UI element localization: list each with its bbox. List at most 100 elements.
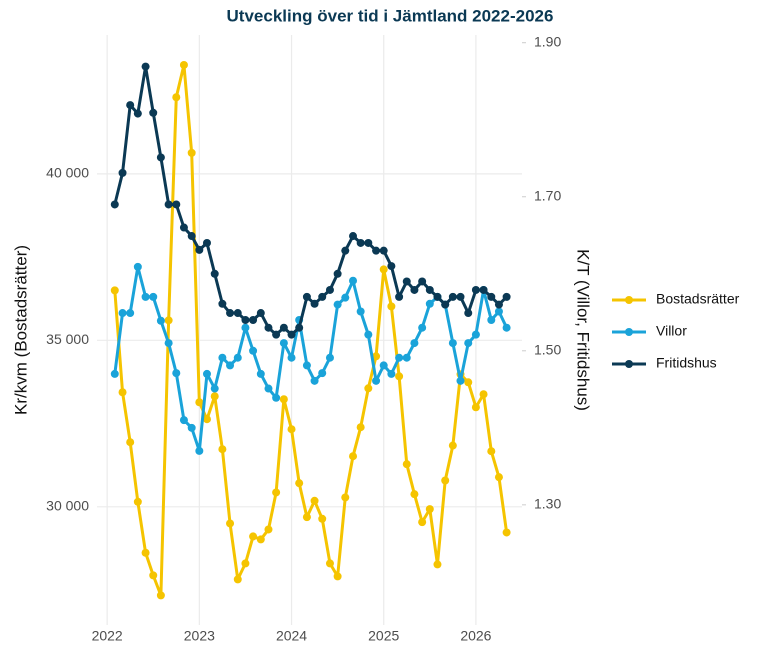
data-point [372,352,381,361]
legend-marker [625,328,633,336]
data-point [479,390,488,399]
data-point [210,392,219,401]
data-point [418,277,427,286]
data-point [256,309,265,318]
data-point [172,93,181,102]
data-point [464,339,473,348]
data-point [302,292,311,301]
data-point [425,285,434,294]
data-point [110,369,119,378]
data-point [372,246,381,255]
data-point [279,323,288,332]
data-point [471,285,480,294]
data-point [464,378,473,387]
data-point [464,309,473,318]
data-point [379,246,388,255]
data-point [333,300,342,309]
data-point [364,330,373,339]
data-point [402,353,411,362]
y2-tick-label: 1.70 [534,187,561,203]
data-point [349,452,358,461]
data-point [379,265,388,274]
legend-label: Bostadsrätter [656,291,740,307]
data-point [356,238,365,247]
data-point [341,246,350,255]
data-point [318,369,327,378]
data-point [218,445,227,454]
data-point [333,269,342,278]
data-point [402,277,411,286]
data-point [418,323,427,332]
x-tick-label: 2024 [276,628,307,644]
legend-label: Villor [656,323,687,339]
data-point [187,148,196,157]
data-point [410,339,419,348]
data-point [494,473,503,482]
data-point [241,559,250,568]
data-point [387,302,396,311]
data-point [456,376,465,385]
data-point [341,493,350,502]
data-point [149,292,158,301]
data-point [364,238,373,247]
data-point [364,384,373,393]
y-tick-label: 30 000 [46,498,89,514]
data-point [110,200,119,209]
data-point [279,339,288,348]
data-point [395,372,404,381]
data-point [241,315,250,324]
data-point [502,528,511,537]
data-point [249,346,258,355]
data-point [249,532,258,541]
series-line [113,63,509,597]
data-point [233,353,242,362]
data-point [402,460,411,469]
x-tick-label: 2022 [92,628,123,644]
data-point [318,292,327,301]
y2-axis-label: K/T (Villor, Fritidshus) [574,249,593,411]
data-point [256,535,265,544]
data-point [264,525,273,534]
data-point [226,361,235,370]
legend-label: Fritidshus [656,355,717,371]
y2-tick-label: 1.30 [534,496,561,512]
data-point [310,376,319,385]
data-point [448,339,457,348]
data-point [349,232,358,241]
data-point [233,575,242,584]
data-point [325,285,334,294]
data-point [433,292,442,301]
data-point [272,393,281,402]
data-point [164,316,173,325]
data-point [195,245,204,254]
data-point [433,560,442,569]
data-point [126,101,135,110]
x-tick-label: 2026 [460,628,491,644]
data-point [172,369,181,378]
data-point [195,398,204,407]
data-point [141,548,150,557]
data-point [448,292,457,301]
data-point [502,292,511,301]
data-point [133,109,142,118]
data-point [441,300,450,309]
data-point [387,369,396,378]
data-point [149,108,158,117]
data-point [264,323,273,332]
data-point [494,307,503,316]
data-point [341,293,350,302]
y2-tick-label: 1.50 [534,341,561,357]
data-point [187,423,196,432]
data-point [272,330,281,339]
data-point [395,353,404,362]
data-point [287,330,296,339]
data-point [233,309,242,318]
data-point [226,519,235,528]
series-line [113,65,508,337]
data-point [126,309,135,318]
data-point [372,376,381,385]
data-point [195,446,204,455]
data-point [494,300,503,309]
data-point [141,62,150,71]
data-point [325,559,334,568]
